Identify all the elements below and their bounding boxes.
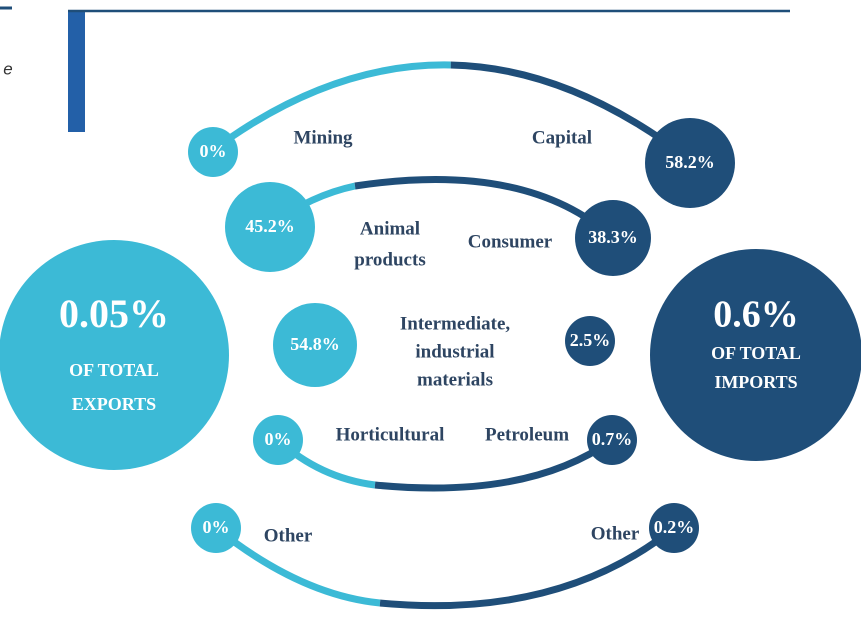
exports-caption: EXPORTS <box>72 394 156 414</box>
export-label: Animal <box>360 218 420 239</box>
import-value: 0.7% <box>592 429 633 449</box>
export-value: 0% <box>265 429 292 449</box>
imports-share: 0.6% <box>713 294 799 336</box>
exports-caption: OF TOTAL <box>69 360 159 380</box>
arc <box>374 437 615 492</box>
imports-caption: IMPORTS <box>714 372 797 392</box>
arc <box>210 61 451 153</box>
import-value: 2.5% <box>570 330 611 350</box>
exports-share: 0.05% <box>59 291 169 336</box>
import-label: Capital <box>532 127 592 148</box>
category-label: industrial <box>415 341 494 362</box>
import-value: 38.3% <box>588 227 638 247</box>
accent-bar <box>68 10 85 132</box>
import-value: 58.2% <box>665 152 715 172</box>
export-value: 0% <box>203 517 230 537</box>
import-bubble <box>587 415 637 465</box>
export-value: 45.2% <box>245 216 295 236</box>
export-label: Mining <box>293 127 353 148</box>
imports-caption: OF TOTAL <box>711 343 801 363</box>
export-bubble <box>225 182 315 272</box>
import-label: Other <box>591 523 640 544</box>
export-value: 54.8% <box>290 334 340 354</box>
export-bubble <box>188 127 238 177</box>
export-label: Other <box>264 525 313 546</box>
export-label: Horticultural <box>336 424 445 445</box>
exports-circle <box>0 240 229 470</box>
import-value: 0.2% <box>654 517 695 537</box>
import-label: Consumer <box>468 231 553 252</box>
import-bubble <box>575 200 651 276</box>
category-label: Intermediate, <box>400 313 511 334</box>
import-bubble <box>645 118 735 208</box>
arc <box>379 525 677 610</box>
export-bubble <box>191 503 241 553</box>
import-bubble <box>649 503 699 553</box>
import-bubble <box>565 316 615 366</box>
category-label: materials <box>417 369 493 390</box>
import-label: Petroleum <box>485 424 569 445</box>
export-bubble <box>273 303 357 387</box>
export-value: 0% <box>200 141 227 161</box>
export-label: products <box>354 249 425 270</box>
cropped-text: e <box>3 59 12 78</box>
export-bubble <box>253 415 303 465</box>
imports-circle <box>650 249 861 461</box>
